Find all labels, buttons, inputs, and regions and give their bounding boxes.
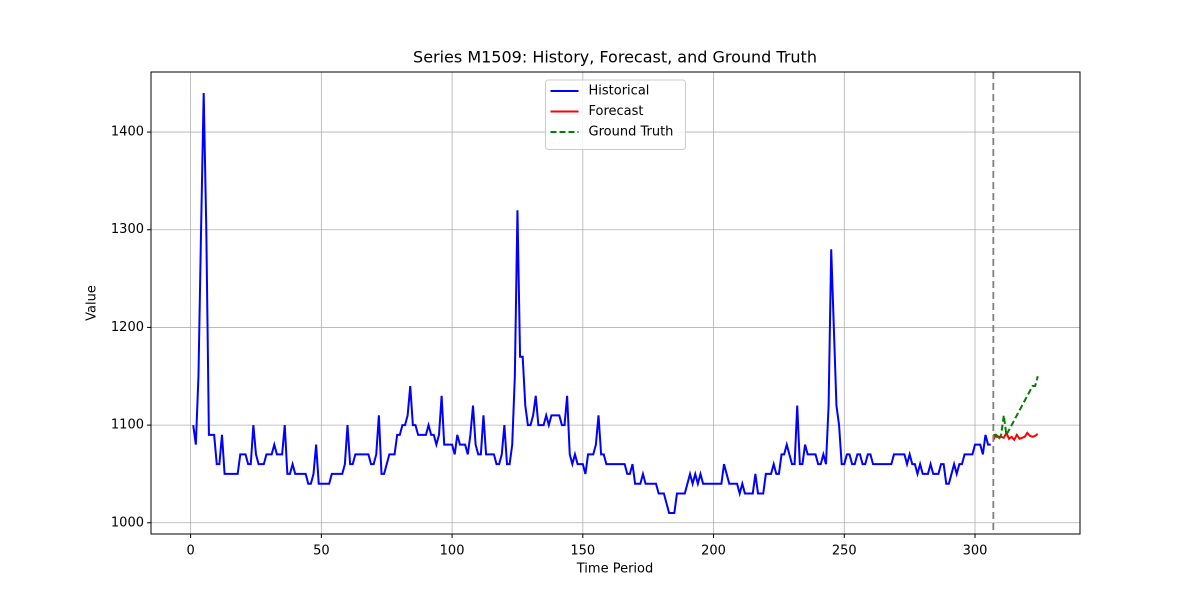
legend-label: Forecast (589, 104, 644, 119)
y-axis-label: Value (85, 285, 100, 321)
legend-box (545, 79, 686, 150)
legend-label: Historical (589, 84, 650, 99)
plot-frame (150, 71, 1081, 535)
x-axis-label: Time Period (576, 562, 653, 577)
y-tick-label: 1400 (111, 125, 144, 140)
x-tick-label: 300 (963, 544, 988, 559)
y-tick-label: 1100 (111, 418, 144, 433)
legend-label: Ground Truth (589, 125, 674, 140)
y-tick-label: 1000 (111, 515, 144, 530)
x-tick-label: 250 (832, 544, 857, 559)
y-tick-label: 1300 (111, 222, 144, 237)
series-line (993, 375, 1039, 442)
x-tick-label: 0 (186, 544, 194, 559)
y-tick-label: 1200 (111, 320, 144, 335)
chart-title: Series M1509: History, Forecast, and Gro… (413, 48, 817, 67)
x-tick-label: 200 (701, 544, 726, 559)
series-line (192, 92, 991, 514)
x-tick-label: 150 (570, 544, 595, 559)
x-tick-label: 100 (440, 544, 465, 559)
x-tick-label: 50 (313, 544, 330, 559)
